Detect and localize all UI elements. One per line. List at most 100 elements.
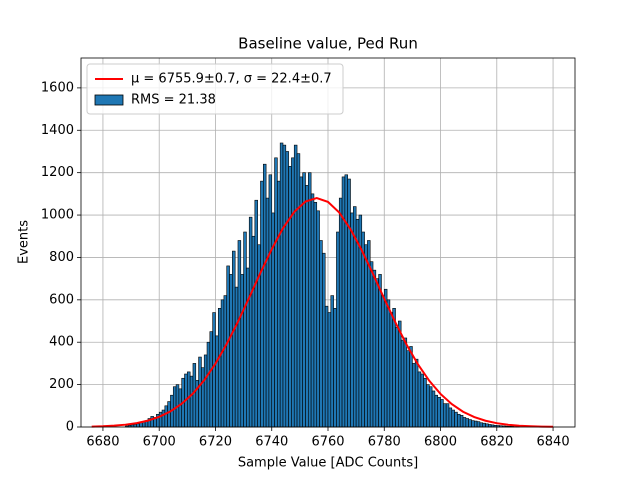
bar <box>423 377 427 428</box>
x-tick-label: 6780 <box>368 435 401 450</box>
bar <box>302 172 306 428</box>
y-axis-label: Events <box>17 220 32 264</box>
bar <box>178 388 183 428</box>
bar <box>347 178 351 428</box>
y-tick-label: 1600 <box>41 80 74 95</box>
bar <box>291 157 295 428</box>
x-tick-label: 6760 <box>311 435 344 450</box>
y-tick-label: 0 <box>66 420 74 435</box>
bar <box>206 341 211 428</box>
bar <box>336 231 340 428</box>
x-axis-label: Sample Value [ADC Counts] <box>238 456 418 471</box>
y-tick-label: 1400 <box>41 123 74 138</box>
plot-frame <box>80 57 576 428</box>
bar <box>330 295 334 428</box>
bar <box>226 265 230 428</box>
bar <box>217 308 222 428</box>
bar <box>389 312 394 428</box>
legend-label: μ = 6755.9±0.7, σ = 22.4±0.7 <box>131 72 332 87</box>
bar <box>285 151 289 428</box>
bar <box>333 308 337 428</box>
bar <box>431 390 436 428</box>
bar <box>223 295 228 428</box>
bar <box>445 403 450 428</box>
bar <box>448 407 453 428</box>
bar <box>344 174 348 428</box>
bar <box>260 180 264 428</box>
bar <box>201 367 205 428</box>
bar <box>234 286 239 428</box>
bar <box>454 411 458 428</box>
bar <box>350 212 354 428</box>
bar <box>375 278 379 428</box>
bar <box>139 422 143 428</box>
bar <box>457 413 461 428</box>
bar <box>327 312 332 428</box>
bar <box>136 423 140 428</box>
bar <box>440 399 444 428</box>
y-tick-label: 1200 <box>41 165 74 180</box>
bar <box>369 261 374 428</box>
bar <box>237 240 242 428</box>
x-tick-label: 6680 <box>86 435 119 450</box>
bar <box>476 421 481 428</box>
bar <box>220 299 225 428</box>
bar <box>305 185 309 428</box>
bar <box>322 252 326 428</box>
bar <box>403 337 408 428</box>
bar <box>192 363 197 428</box>
bar <box>406 350 410 428</box>
bar <box>414 358 419 428</box>
bar <box>229 274 233 428</box>
bar <box>251 235 256 428</box>
bar <box>468 419 472 428</box>
bar <box>451 409 455 428</box>
bar <box>465 418 469 428</box>
fit-line <box>91 197 554 428</box>
x-tick-label: 6720 <box>199 435 232 450</box>
bar <box>434 394 439 428</box>
bar <box>361 231 365 428</box>
x-tick-label: 6840 <box>537 435 570 450</box>
bar <box>338 197 343 428</box>
y-tick-label: 800 <box>49 250 74 265</box>
bar <box>265 197 270 428</box>
bar <box>378 274 382 428</box>
bar <box>243 231 247 428</box>
bar <box>282 144 287 428</box>
bar <box>189 375 194 428</box>
bar <box>215 335 219 428</box>
bar <box>364 244 368 428</box>
bar <box>246 267 250 428</box>
y-tick-label: 200 <box>49 377 74 392</box>
bar <box>409 346 413 428</box>
bar <box>417 371 422 428</box>
bar <box>288 166 292 428</box>
x-tick-label: 6820 <box>480 435 513 450</box>
bar <box>412 363 416 428</box>
bar <box>313 202 318 428</box>
bar <box>420 373 424 428</box>
bar <box>248 216 253 428</box>
bar <box>310 193 315 428</box>
bar <box>398 320 402 428</box>
bar <box>437 397 441 428</box>
x-tick-label: 6740 <box>255 435 288 450</box>
bar <box>232 250 236 428</box>
bar <box>400 339 405 428</box>
bar <box>268 174 273 428</box>
bar <box>395 327 399 428</box>
bar <box>324 305 329 428</box>
bar <box>392 308 396 428</box>
bar <box>262 163 267 428</box>
bar <box>277 180 281 428</box>
bar <box>161 409 166 428</box>
bar <box>254 199 258 428</box>
legend-box <box>86 63 344 115</box>
bar <box>428 386 433 428</box>
bar <box>240 274 244 428</box>
bar <box>293 144 298 428</box>
bar <box>386 299 391 428</box>
legend-label: RMS = 21.38 <box>131 93 216 108</box>
